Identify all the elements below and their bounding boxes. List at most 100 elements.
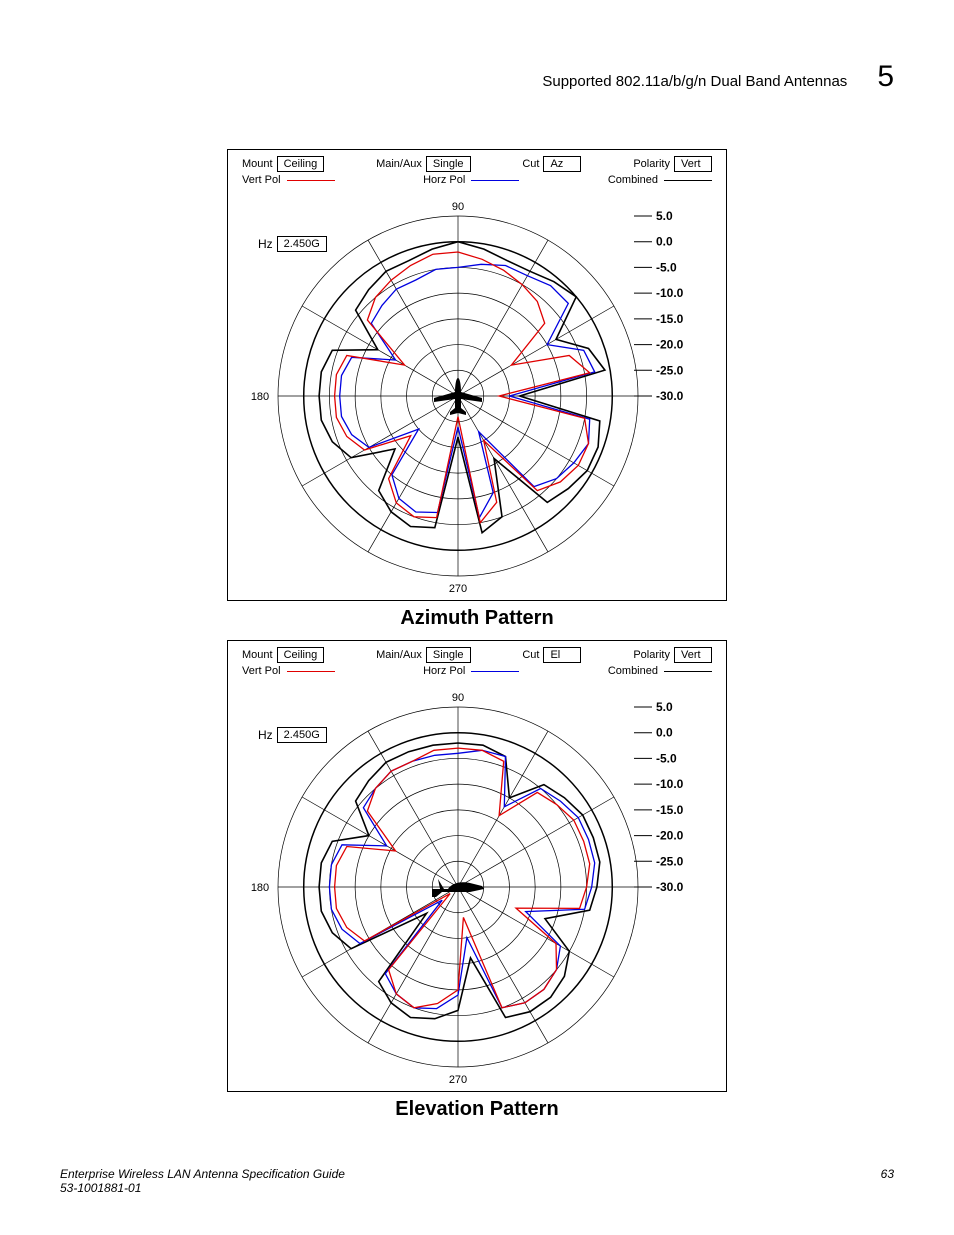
- polar-area: Hz 2.450G 90 180 270 5.0 0.0 -5.0 -10.0 -15.0 -20.…: [228, 186, 726, 596]
- hz-label: Hz 2.450G: [258, 236, 327, 252]
- param-label: Polarity: [633, 649, 670, 661]
- param-cut: Cut El: [522, 647, 581, 663]
- angle-label: 90: [452, 201, 464, 213]
- param-value: Single: [426, 156, 471, 172]
- polar-area: Hz 2.450G 90 180 270 5.0 0.0 -5.0 -10.0 -15.0 -20.…: [228, 677, 726, 1087]
- legend-combined: Combined: [608, 174, 712, 186]
- legend-line: [287, 671, 335, 672]
- param-label: Hz: [258, 728, 273, 742]
- chart-holder: Mount Ceiling Main/Aux Single Cut Az Pol…: [227, 149, 727, 630]
- legend-row: Vert Pol Horz Pol Combined: [228, 663, 726, 677]
- grid-spoke: [368, 240, 458, 396]
- param-label: Main/Aux: [376, 649, 422, 661]
- param-mount: Mount Ceiling: [242, 156, 324, 172]
- grid-spoke: [302, 797, 458, 887]
- param-label: Cut: [522, 158, 539, 170]
- legend-vert: Vert Pol: [242, 665, 335, 677]
- db-label: -5.0: [656, 751, 677, 765]
- param-mount: Mount Ceiling: [242, 647, 324, 663]
- chart-title: Elevation Pattern: [227, 1098, 727, 1121]
- db-label: -15.0: [656, 312, 684, 326]
- angle-label: 180: [251, 391, 269, 403]
- header-title: Supported 802.11a/b/g/n Dual Band Antenn…: [542, 73, 847, 90]
- legend-label: Horz Pol: [423, 174, 465, 186]
- legend-label: Vert Pol: [242, 665, 281, 677]
- legend-label: Combined: [608, 174, 658, 186]
- angle-label: 270: [449, 583, 467, 595]
- db-label: -20.0: [656, 829, 684, 843]
- angle-label: 180: [251, 882, 269, 894]
- footer-left: Enterprise Wireless LAN Antenna Specific…: [60, 1167, 345, 1195]
- db-label: 5.0: [656, 700, 673, 714]
- grid-spoke: [458, 396, 548, 552]
- trace-combined: [319, 242, 605, 533]
- angle-label: 270: [449, 1074, 467, 1086]
- chart-block: Mount Ceiling Main/Aux Single Cut El Pol…: [227, 640, 727, 1092]
- param-value: El: [543, 647, 581, 663]
- param-label: Cut: [522, 649, 539, 661]
- param-polarity: Polarity Vert: [633, 647, 712, 663]
- db-label: -30.0: [656, 880, 684, 894]
- footer-page: 63: [881, 1167, 894, 1195]
- param-label: Polarity: [633, 158, 670, 170]
- legend-line: [471, 671, 519, 672]
- param-label: Hz: [258, 237, 273, 251]
- param-mainaux: Main/Aux Single: [376, 647, 470, 663]
- param-label: Mount: [242, 649, 273, 661]
- db-label: -10.0: [656, 286, 684, 300]
- db-label: -5.0: [656, 260, 677, 274]
- db-label: -25.0: [656, 363, 684, 377]
- grid-spoke: [458, 797, 614, 887]
- param-value: 2.450G: [277, 727, 327, 743]
- db-label: 5.0: [656, 209, 673, 223]
- param-value: Ceiling: [277, 156, 325, 172]
- legend-line: [664, 671, 712, 672]
- aircraft-icon: [434, 378, 482, 415]
- params-row: Mount Ceiling Main/Aux Single Cut El Pol…: [228, 647, 726, 663]
- param-cut: Cut Az: [522, 156, 581, 172]
- params-row: Mount Ceiling Main/Aux Single Cut Az Pol…: [228, 156, 726, 172]
- db-label: 0.0: [656, 726, 673, 740]
- footer-doc-title: Enterprise Wireless LAN Antenna Specific…: [60, 1167, 345, 1181]
- param-value: 2.450G: [277, 236, 327, 252]
- db-label: 0.0: [656, 235, 673, 249]
- legend-line: [287, 180, 335, 181]
- param-value: Vert: [674, 647, 712, 663]
- grid-spoke: [458, 240, 548, 396]
- chapter-number: 5: [877, 60, 894, 94]
- page-header: Supported 802.11a/b/g/n Dual Band Antenn…: [60, 60, 894, 94]
- db-label: -15.0: [656, 803, 684, 817]
- param-label: Mount: [242, 158, 273, 170]
- grid-spoke: [458, 887, 614, 977]
- param-value: Single: [426, 647, 471, 663]
- legend-horz: Horz Pol: [423, 665, 519, 677]
- legend-line: [471, 180, 519, 181]
- hz-label: Hz 2.450G: [258, 727, 327, 743]
- legend-label: Horz Pol: [423, 665, 465, 677]
- legend-label: Vert Pol: [242, 174, 281, 186]
- chart-holder: Mount Ceiling Main/Aux Single Cut El Pol…: [227, 640, 727, 1121]
- legend-vert: Vert Pol: [242, 174, 335, 186]
- db-label: -20.0: [656, 338, 684, 352]
- legend-row: Vert Pol Horz Pol Combined: [228, 172, 726, 186]
- grid-spoke: [368, 396, 458, 552]
- db-label: -25.0: [656, 854, 684, 868]
- legend-label: Combined: [608, 665, 658, 677]
- param-value: Vert: [674, 156, 712, 172]
- param-mainaux: Main/Aux Single: [376, 156, 470, 172]
- param-value: Ceiling: [277, 647, 325, 663]
- param-polarity: Polarity Vert: [633, 156, 712, 172]
- grid-spoke: [302, 396, 458, 486]
- page-footer: Enterprise Wireless LAN Antenna Specific…: [60, 1167, 894, 1195]
- db-label: -10.0: [656, 777, 684, 791]
- legend-combined: Combined: [608, 665, 712, 677]
- angle-label: 90: [452, 692, 464, 704]
- grid-spoke: [458, 887, 548, 1043]
- footer-doc-num: 53-1001881-01: [60, 1181, 345, 1195]
- param-value: Az: [543, 156, 581, 172]
- chart-block: Mount Ceiling Main/Aux Single Cut Az Pol…: [227, 149, 727, 601]
- chart-title: Azimuth Pattern: [227, 607, 727, 630]
- grid-spoke: [302, 306, 458, 396]
- charts-container: Mount Ceiling Main/Aux Single Cut Az Pol…: [227, 149, 727, 1121]
- grid-spoke: [368, 887, 458, 1043]
